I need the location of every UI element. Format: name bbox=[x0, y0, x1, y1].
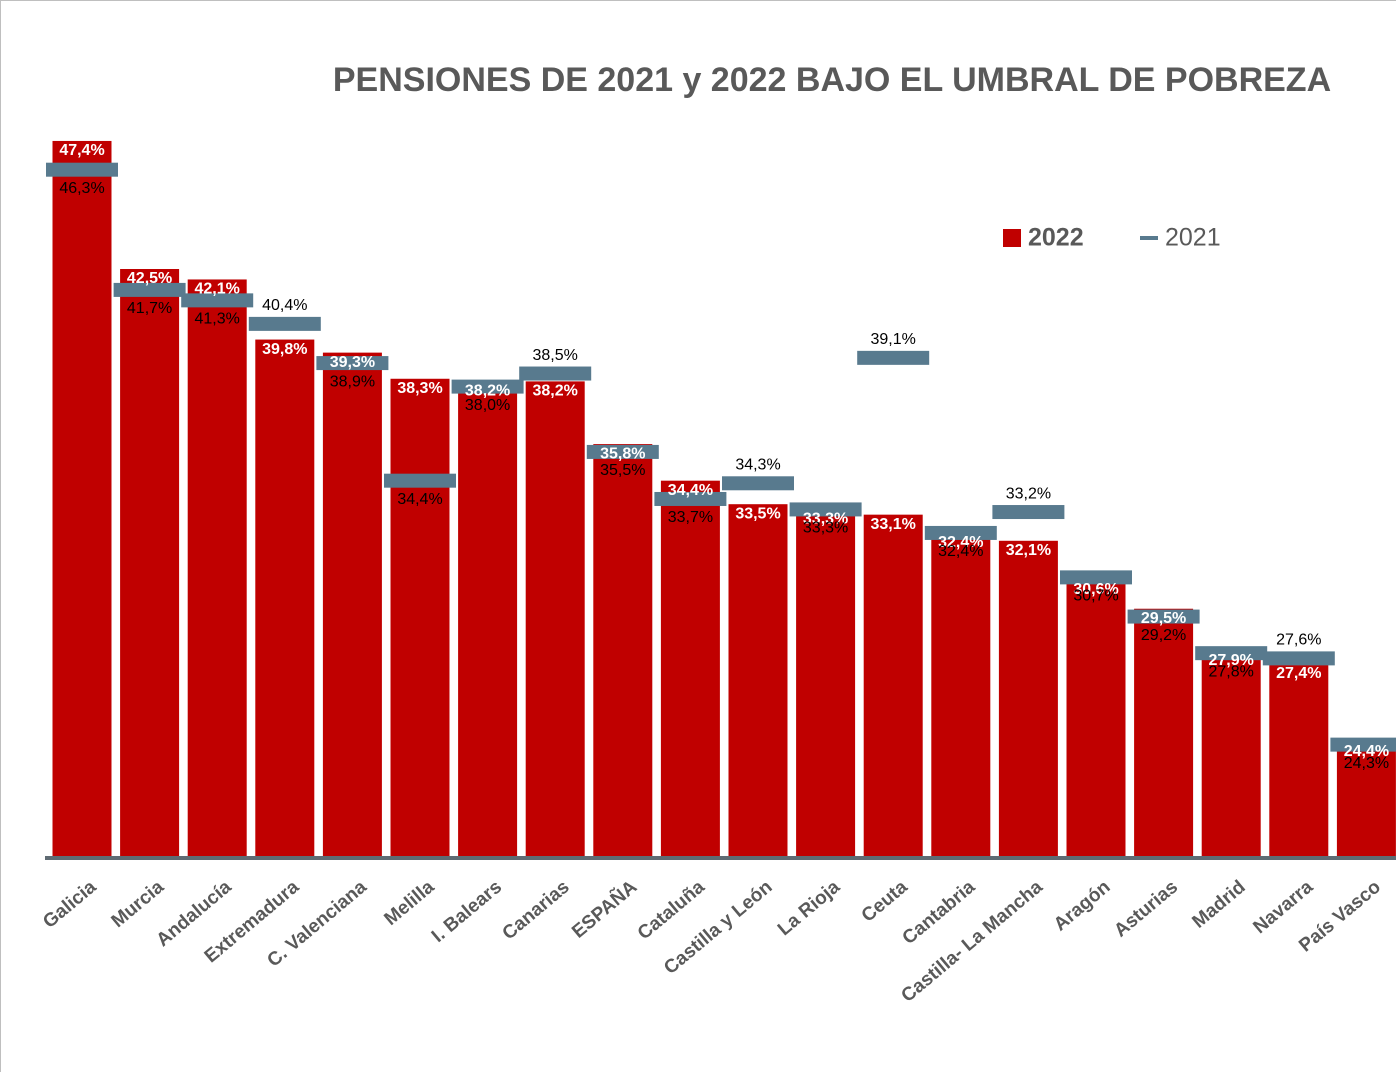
marker-2021 bbox=[1195, 646, 1268, 661]
marker-2021 bbox=[384, 473, 456, 488]
bar bbox=[187, 279, 247, 857]
marker-2021 bbox=[586, 444, 659, 459]
value-label-2022: 32,1% bbox=[1006, 542, 1051, 559]
value-label-2021: 46,3% bbox=[59, 180, 104, 197]
bar bbox=[1201, 650, 1261, 857]
value-label-2021: 35,5% bbox=[600, 462, 645, 479]
value-label-2022: 35,8% bbox=[600, 445, 645, 462]
marker-2021 bbox=[1330, 737, 1396, 752]
value-label-2021: 30,7% bbox=[1073, 588, 1118, 605]
marker-2021 bbox=[924, 525, 997, 540]
value-label-2021: 27,6% bbox=[1276, 632, 1321, 649]
bar bbox=[390, 378, 450, 857]
marker-2021 bbox=[654, 491, 727, 506]
value-label-2022: 32,4% bbox=[938, 534, 983, 551]
bar bbox=[1336, 742, 1396, 857]
value-label-2021: 41,3% bbox=[195, 311, 240, 328]
bar bbox=[525, 381, 585, 857]
value-label-2021: 29,2% bbox=[1141, 627, 1186, 644]
value-label-2022: 33,5% bbox=[735, 505, 780, 522]
value-label-2022: 27,4% bbox=[1276, 665, 1321, 682]
value-label-2021: 33,2% bbox=[1006, 485, 1051, 502]
bar bbox=[322, 352, 382, 857]
bar bbox=[1134, 608, 1194, 857]
marker-2021 bbox=[857, 350, 930, 365]
marker-2021 bbox=[722, 476, 794, 491]
value-label-2021: 41,7% bbox=[127, 300, 172, 317]
value-label-2021: 38,9% bbox=[330, 373, 375, 390]
bar bbox=[931, 532, 991, 857]
value-label-2022: 24,4% bbox=[1344, 743, 1389, 760]
marker-2021 bbox=[1262, 651, 1335, 666]
value-label-2021: 39,1% bbox=[871, 331, 916, 348]
legend-swatch bbox=[1140, 236, 1158, 240]
bar bbox=[796, 509, 856, 857]
value-label-2021: 32,4% bbox=[938, 543, 983, 560]
bar bbox=[863, 514, 923, 857]
value-label-2021: 34,3% bbox=[735, 457, 780, 474]
bar bbox=[728, 504, 788, 857]
bar bbox=[1066, 579, 1126, 857]
legend-swatch bbox=[1003, 229, 1021, 247]
marker-2021 bbox=[789, 502, 862, 517]
value-label-2022: 39,8% bbox=[262, 341, 307, 358]
marker-2021 bbox=[248, 316, 321, 331]
bar bbox=[458, 381, 518, 857]
chart-title: PENSIONES DE 2021 y 2022 BAJO EL UMBRAL … bbox=[333, 61, 1331, 99]
marker-2021 bbox=[1060, 570, 1132, 585]
bar bbox=[1269, 663, 1329, 857]
marker-2021 bbox=[451, 379, 524, 394]
value-label-2022: 38,2% bbox=[465, 383, 510, 400]
legend-label: 2022 bbox=[1028, 224, 1084, 252]
value-label-2022: 38,2% bbox=[533, 383, 578, 400]
value-label-2022: 42,5% bbox=[127, 270, 172, 287]
marker-2021 bbox=[519, 366, 592, 381]
value-label-2021: 38,0% bbox=[465, 397, 510, 414]
value-label-2022: 33,3% bbox=[803, 511, 848, 528]
bar bbox=[998, 540, 1058, 857]
bar bbox=[593, 444, 653, 857]
value-label-2022: 34,4% bbox=[668, 482, 713, 499]
bar bbox=[660, 480, 720, 857]
value-label-2021: 38,5% bbox=[533, 347, 578, 364]
value-label-2022: 47,4% bbox=[59, 142, 104, 159]
value-label-2022: 27,9% bbox=[1209, 652, 1254, 669]
value-label-2021: 33,7% bbox=[668, 509, 713, 526]
value-label-2021: 33,3% bbox=[803, 520, 848, 537]
value-label-2022: 38,3% bbox=[397, 380, 442, 397]
marker-2021 bbox=[181, 293, 254, 308]
bar bbox=[120, 269, 180, 857]
value-label-2022: 29,5% bbox=[1141, 610, 1186, 627]
marker-2021 bbox=[992, 505, 1065, 520]
value-label-2021: 40,4% bbox=[262, 297, 307, 314]
marker-2021 bbox=[46, 162, 118, 177]
marker-2021 bbox=[1127, 609, 1200, 624]
value-label-2022: 42,1% bbox=[195, 281, 240, 298]
value-label-2021: 27,8% bbox=[1209, 663, 1254, 680]
bar bbox=[52, 140, 112, 858]
value-label-2022: 39,3% bbox=[330, 354, 375, 371]
bar bbox=[255, 339, 315, 857]
marker-2021 bbox=[316, 356, 389, 371]
value-label-2022: 30,6% bbox=[1073, 581, 1118, 598]
legend-label: 2021 bbox=[1165, 224, 1221, 252]
value-label-2021: 34,4% bbox=[397, 491, 442, 508]
value-label-2022: 33,1% bbox=[871, 516, 916, 533]
value-label-2021: 24,3% bbox=[1344, 755, 1389, 772]
marker-2021 bbox=[113, 282, 186, 297]
